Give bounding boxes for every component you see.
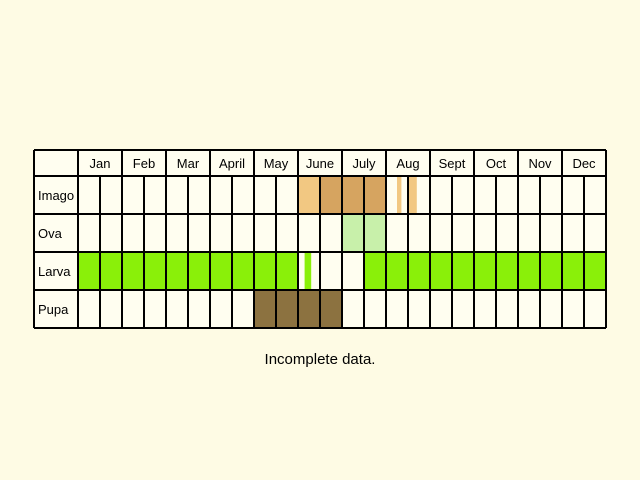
period-fill-larva-1: [304, 252, 312, 290]
month-label-april: April: [219, 156, 245, 171]
row-label-ova: Ova: [38, 226, 63, 241]
period-fill-imago-1: [320, 176, 386, 214]
period-fill-imago-3: [408, 176, 417, 214]
month-label-oct: Oct: [486, 156, 507, 171]
period-fill-imago-0: [298, 176, 320, 214]
row-label-pupa: Pupa: [38, 302, 69, 317]
month-label-mar: Mar: [177, 156, 200, 171]
month-label-june: June: [306, 156, 334, 171]
period-fill-larva-2: [364, 252, 606, 290]
row-label-larva: Larva: [38, 264, 71, 279]
period-fill-imago-2: [397, 176, 402, 214]
month-label-dec: Dec: [572, 156, 596, 171]
month-label-jan: Jan: [90, 156, 111, 171]
row-label-imago: Imago: [38, 188, 74, 203]
month-label-may: May: [264, 156, 289, 171]
month-label-aug: Aug: [396, 156, 419, 171]
month-label-july: July: [352, 156, 376, 171]
month-label-sept: Sept: [439, 156, 466, 171]
month-label-feb: Feb: [133, 156, 155, 171]
month-label-nov: Nov: [528, 156, 552, 171]
chart-caption: Incomplete data.: [264, 351, 376, 368]
